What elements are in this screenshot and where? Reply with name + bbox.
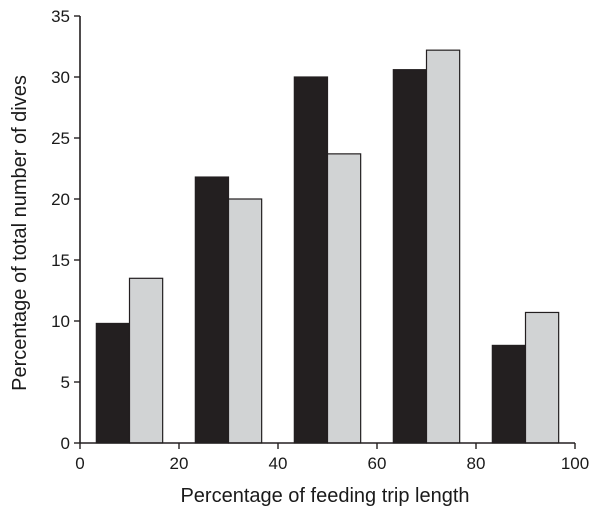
bar-series2-bin5 [524, 311, 560, 444]
bar-series2-bin4 [425, 49, 461, 444]
y-tick-label: 25 [51, 129, 70, 148]
y-tick-label: 15 [51, 251, 70, 270]
y-tick-label: 35 [51, 7, 70, 26]
y-tick-label: 10 [51, 312, 70, 331]
bars-layer [95, 49, 560, 444]
x-axis-title: Percentage of feeding trip length [180, 485, 469, 506]
x-tick-label: 60 [368, 454, 387, 473]
y-axis-title: Percentage of total number of dives [9, 75, 31, 391]
y-tick-label: 30 [51, 68, 70, 87]
y-tick-label: 5 [61, 373, 70, 392]
x-tick-label: 100 [561, 454, 589, 473]
y-tick-label: 0 [61, 434, 70, 453]
bar-series2-bin2 [227, 198, 263, 444]
bar-series1-bin4 [392, 69, 428, 444]
x-tick-label: 40 [269, 454, 288, 473]
axes-layer [79, 16, 575, 444]
x-tick-label: 0 [75, 454, 84, 473]
bar-series1-bin1 [95, 322, 131, 444]
bar-series2-bin1 [128, 277, 164, 444]
bar-series1-bin5 [491, 344, 527, 444]
x-tick-label: 20 [170, 454, 189, 473]
bar-series1-bin2 [194, 176, 230, 444]
y-tick-label: 20 [51, 190, 70, 209]
bar-series1-bin3 [293, 76, 329, 444]
ticks-layer: 0 5 10 15 20 25 30 35 0 20 40 60 80 100 [51, 7, 589, 473]
bar-series2-bin3 [326, 153, 362, 444]
x-tick-label: 80 [467, 454, 486, 473]
